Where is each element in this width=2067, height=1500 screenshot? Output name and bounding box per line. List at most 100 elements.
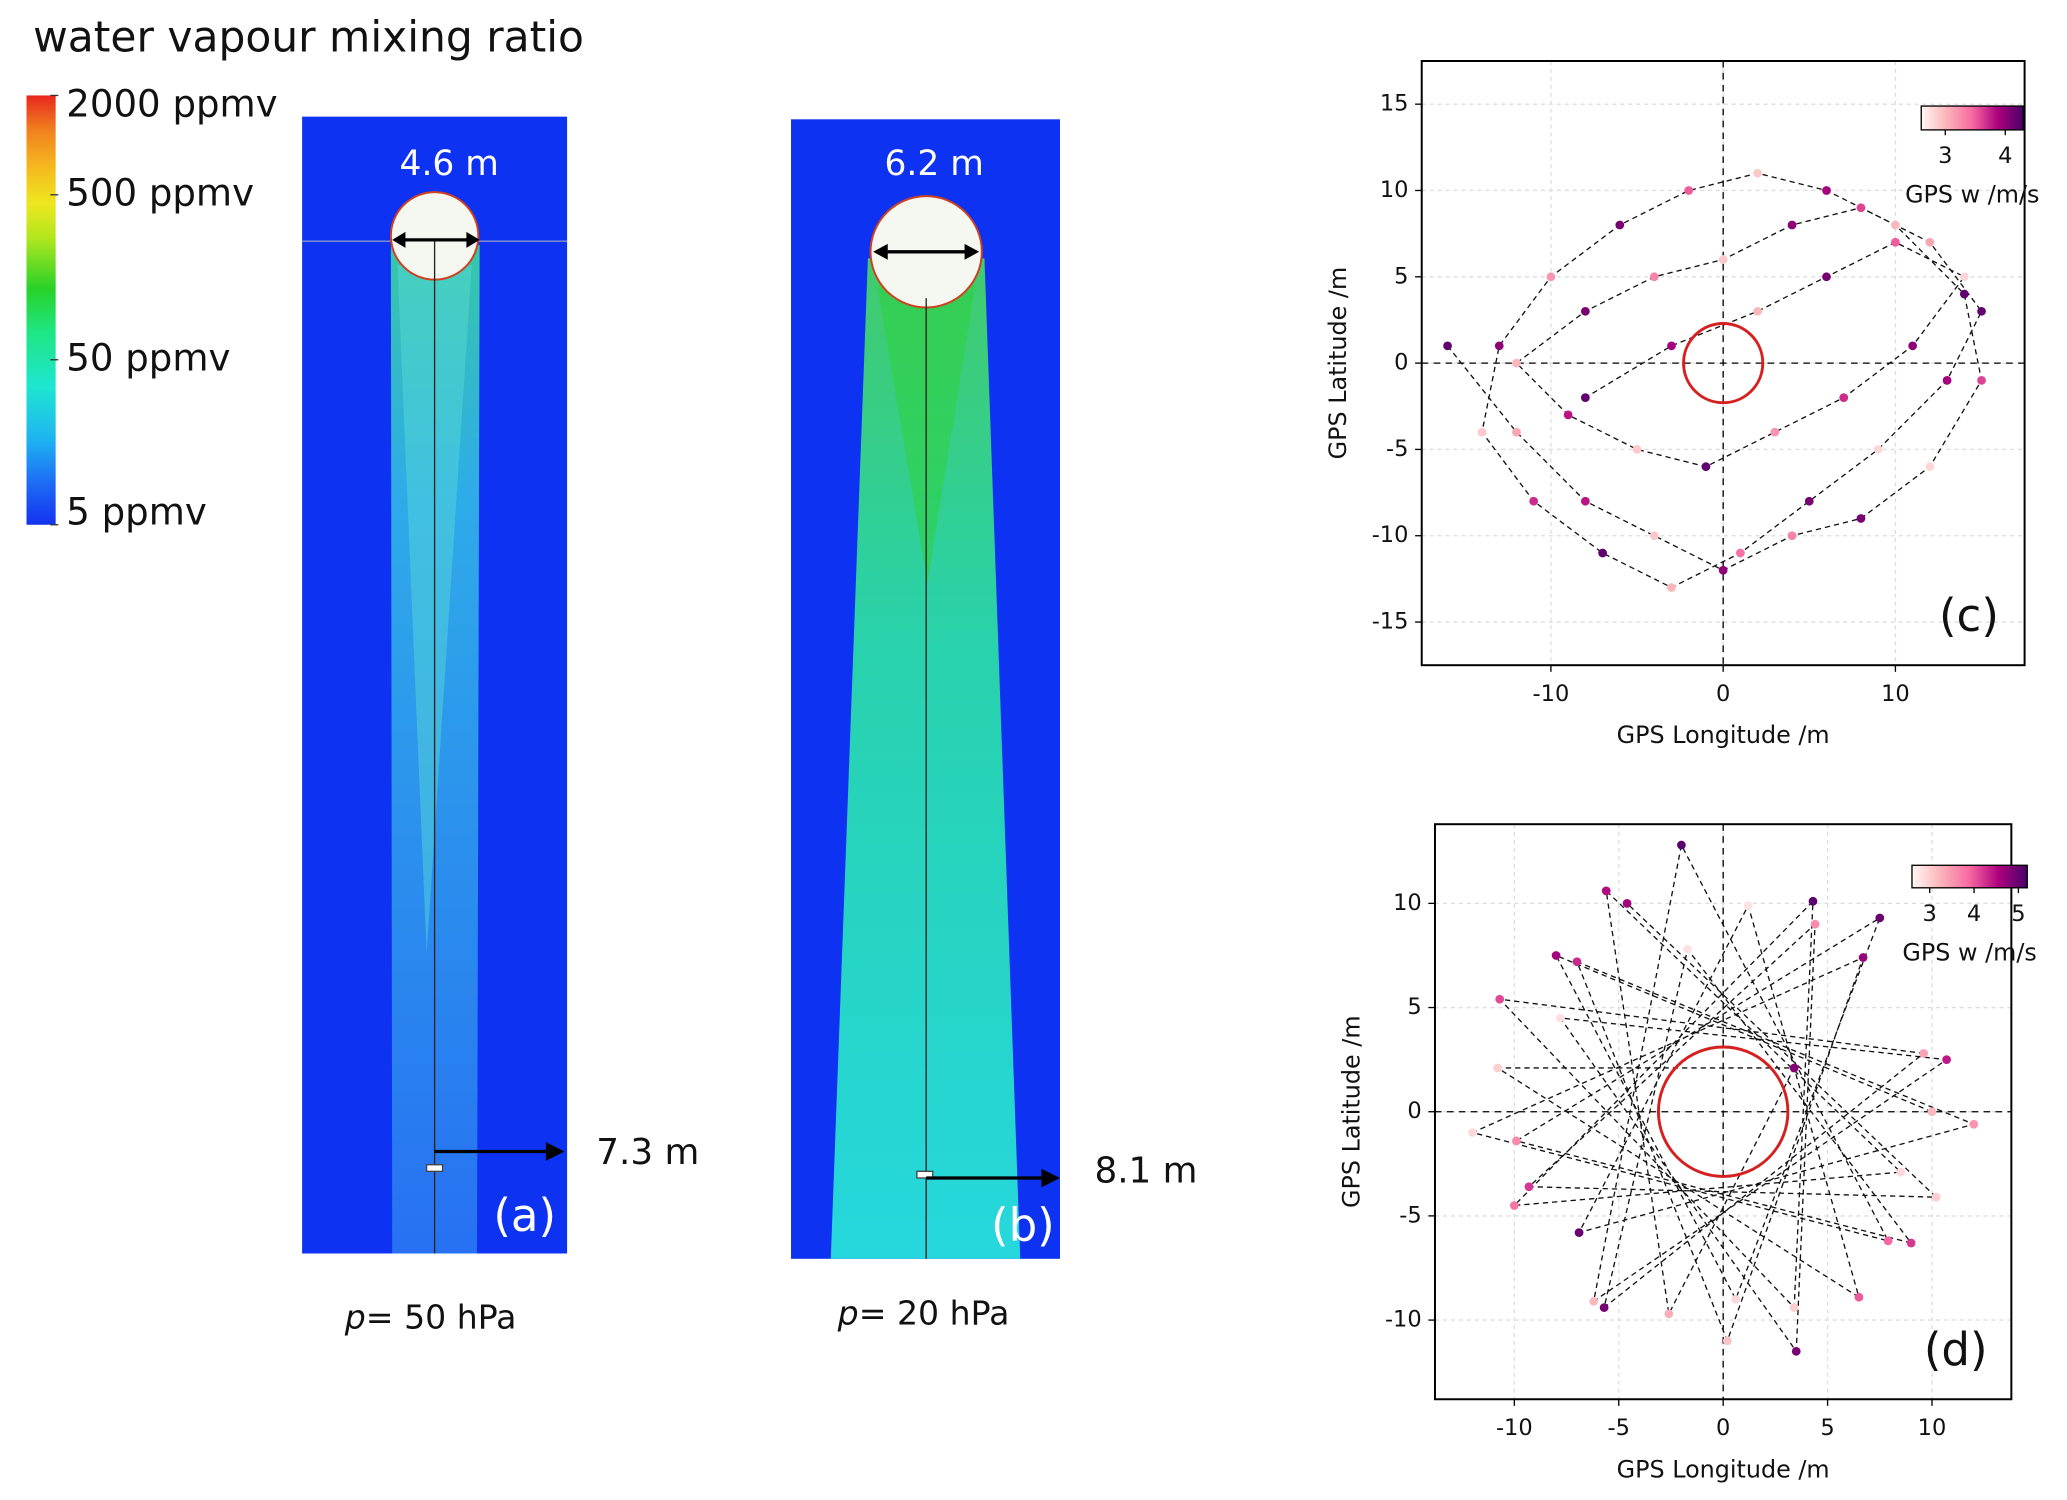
- point: [1477, 427, 1487, 437]
- point: [1906, 1238, 1916, 1248]
- colorbar: [1911, 864, 2028, 889]
- colorbar-ticks: 2000 ppmv 500 ppmv 50 ppmv 5 ppmv: [50, 83, 278, 534]
- point: [1546, 272, 1556, 282]
- point: [1736, 548, 1745, 558]
- y-tick-label: 10: [1393, 890, 1422, 916]
- point: [1789, 1303, 1799, 1312]
- point: [1493, 1063, 1502, 1073]
- point: [1580, 306, 1590, 316]
- point: [1684, 186, 1694, 195]
- x-tick-label: 0: [1716, 681, 1730, 707]
- point: [1509, 1201, 1519, 1210]
- point: [1875, 913, 1885, 923]
- point: [1919, 1049, 1929, 1058]
- scatter-panel: -10 0 10 -15 -10 -5 0 5 10 15 3 4 GPS w /m/s GPS Long…: [1324, 60, 2039, 749]
- point: [1858, 953, 1868, 962]
- point: [1804, 496, 1814, 506]
- point: [1856, 514, 1866, 523]
- point: [1891, 237, 1900, 247]
- point: [1787, 220, 1797, 230]
- y-tick-label: 5: [1394, 263, 1408, 289]
- point: [1468, 1128, 1477, 1137]
- arrow-head: [545, 1142, 565, 1161]
- point: [1574, 1228, 1584, 1237]
- point: [1580, 393, 1590, 402]
- point: [1667, 583, 1676, 592]
- point: [1927, 1107, 1937, 1117]
- pressure-value: = 20 hPa: [859, 1293, 1010, 1332]
- colorbar: [26, 95, 56, 525]
- colorbar-tick-label: 3: [1938, 143, 1952, 169]
- x-axis-label: GPS Longitude /m: [1617, 1455, 1830, 1483]
- point: [1649, 272, 1659, 282]
- y-tick-label: -10: [1372, 522, 1409, 548]
- point: [1555, 1013, 1565, 1023]
- point: [1622, 899, 1632, 908]
- plot-frame: [1420, 60, 2026, 667]
- point: [1572, 957, 1582, 967]
- point: [1529, 496, 1539, 506]
- panel-b: 6.2 m 8.1 m (b) p= 20 hPa: [791, 119, 1198, 1332]
- colorbar-label: GPS w /m/s: [1905, 181, 2039, 209]
- pressure-label: p= 50 hPa: [344, 1297, 517, 1336]
- colorbar-tick-label: 4: [1998, 143, 2012, 169]
- scatter-panel: -10 -5 0 5 10 -10 -5 0 5 10 3 4 5 GPS w /m/s GPS Longi…: [1337, 823, 2037, 1483]
- point: [1599, 1303, 1609, 1312]
- point: [1563, 410, 1573, 420]
- panel-label: (c): [1939, 589, 1999, 642]
- point: [1839, 393, 1849, 402]
- arrow-head: [392, 231, 406, 248]
- y-axis-label: GPS Latitude /m: [1324, 267, 1352, 460]
- point: [1598, 548, 1607, 558]
- x-axis-label: GPS Longitude /m: [1617, 721, 1830, 749]
- point: [1743, 901, 1753, 910]
- point: [1664, 1309, 1674, 1319]
- colorbar-tick-label: 2000 ppmv: [66, 83, 277, 126]
- diameter-label: 6.2 m: [884, 144, 983, 184]
- point: [1701, 462, 1711, 472]
- colorbar-label: GPS w /m/s: [1902, 939, 2036, 967]
- y-tick-label: -5: [1399, 1202, 1421, 1228]
- point: [1722, 1336, 1732, 1346]
- y-tick-label: 0: [1407, 1098, 1421, 1124]
- target-circle: [1682, 322, 1765, 405]
- point: [1718, 565, 1728, 575]
- point: [1977, 306, 1986, 316]
- y-tick-label: 5: [1407, 994, 1421, 1020]
- point: [1908, 341, 1918, 351]
- colorbar-tick-label: 4: [1967, 901, 1981, 927]
- arrow-head: [1041, 1168, 1060, 1188]
- point: [1883, 1236, 1893, 1246]
- colorbar-tick-label: 500 ppmv: [66, 171, 254, 214]
- point: [1683, 944, 1693, 954]
- point: [1753, 168, 1762, 178]
- point: [1601, 886, 1611, 896]
- point: [1942, 375, 1952, 385]
- point: [1615, 220, 1625, 230]
- point: [1443, 341, 1452, 351]
- point: [1770, 427, 1780, 437]
- point: [1810, 919, 1820, 929]
- point: [1822, 272, 1831, 282]
- point: [1789, 1063, 1799, 1073]
- offset-label: 8.1 m: [1094, 1151, 1197, 1192]
- point: [1931, 1192, 1941, 1202]
- x-tick-label: 0: [1716, 1415, 1730, 1441]
- point: [1731, 1294, 1741, 1304]
- offset-label: 7.3 m: [596, 1132, 699, 1173]
- y-tick-label: 15: [1380, 91, 1409, 117]
- arrow-head: [873, 243, 888, 260]
- y-tick-label: 0: [1394, 350, 1408, 376]
- point: [1551, 951, 1561, 960]
- y-tick-label: -15: [1372, 609, 1409, 635]
- plot-frame: [1433, 823, 2013, 1401]
- panel-a: 4.6 m 7.3 m (a) p= 50 hPa: [302, 116, 699, 1336]
- point: [1925, 462, 1935, 472]
- point: [1632, 445, 1642, 454]
- target-circle: [1656, 1045, 1790, 1178]
- panel-label: (b): [991, 1198, 1055, 1251]
- pressure-label: p= 20 hPa: [837, 1293, 1010, 1332]
- point: [1677, 840, 1686, 850]
- point: [1873, 445, 1883, 454]
